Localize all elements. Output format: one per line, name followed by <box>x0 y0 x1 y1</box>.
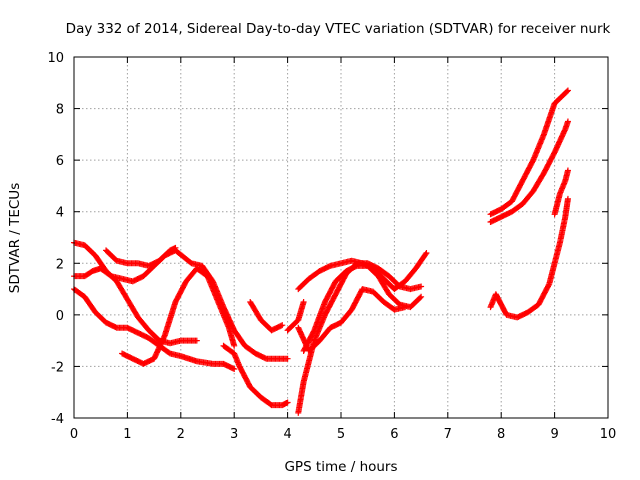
data-point <box>231 342 238 349</box>
data-point <box>564 167 571 174</box>
x-axis-label: GPS time / hours <box>284 459 397 475</box>
series-arc5 <box>119 265 238 367</box>
chart-title: Day 332 of 2014, Sidereal Day-to-day VTE… <box>66 21 611 37</box>
data-point <box>423 249 430 256</box>
data-point <box>193 337 200 344</box>
series-arc15 <box>487 195 571 321</box>
x-tick-label: 8 <box>497 427 505 442</box>
data-point <box>422 251 429 258</box>
series-arc11 <box>295 286 409 354</box>
data-point <box>279 322 286 329</box>
series-arc3 <box>71 286 238 373</box>
y-tick-label: -4 <box>51 412 64 427</box>
x-tick-label: 4 <box>283 427 291 442</box>
series-arc1 <box>71 239 200 347</box>
data-point <box>284 399 291 406</box>
data-point <box>564 118 571 125</box>
y-tick-label: 6 <box>56 154 64 169</box>
data-point <box>231 366 238 373</box>
series-arc6 <box>220 342 291 409</box>
x-tick-label: 7 <box>444 427 452 442</box>
grid <box>74 57 608 418</box>
data-point <box>564 87 571 94</box>
data-point <box>402 304 409 311</box>
y-tick-label: -2 <box>51 360 64 375</box>
y-axis-label: SDTVAR / TECUs <box>7 183 23 293</box>
series-arc4 <box>103 244 179 269</box>
x-tick-label: 6 <box>390 427 398 442</box>
series-arc14 <box>487 87 571 218</box>
x-tick-label: 3 <box>230 427 238 442</box>
axis-ticks: 0 1 2 3 4 5 6 7 8 9 10 -4 -2 0 2 4 6 8 10 <box>47 51 616 442</box>
x-tick-label: 5 <box>337 427 345 442</box>
series-arc12 <box>284 298 307 334</box>
data-point <box>300 298 307 305</box>
x-tick-label: 1 <box>123 427 131 442</box>
y-tick-label: 0 <box>56 309 64 324</box>
data-point <box>564 88 571 95</box>
y-tick-label: 8 <box>56 103 64 118</box>
data-point <box>418 283 425 290</box>
x-tick-label: 0 <box>70 427 78 442</box>
data-point <box>564 195 571 202</box>
y-tick-label: 10 <box>47 51 64 66</box>
x-tick-label: 10 <box>600 427 617 442</box>
series-arc16 <box>551 167 571 218</box>
series-arc7 <box>247 298 286 334</box>
x-tick-label: 2 <box>177 427 185 442</box>
y-tick-label: 2 <box>56 257 64 272</box>
data-point <box>417 294 424 301</box>
x-tick-label: 9 <box>550 427 558 442</box>
data-point <box>284 355 291 362</box>
data-point <box>418 293 425 300</box>
series-arc13 <box>487 118 571 226</box>
y-tick-label: 4 <box>56 206 64 221</box>
data-series <box>71 87 571 416</box>
data-point <box>172 244 179 251</box>
